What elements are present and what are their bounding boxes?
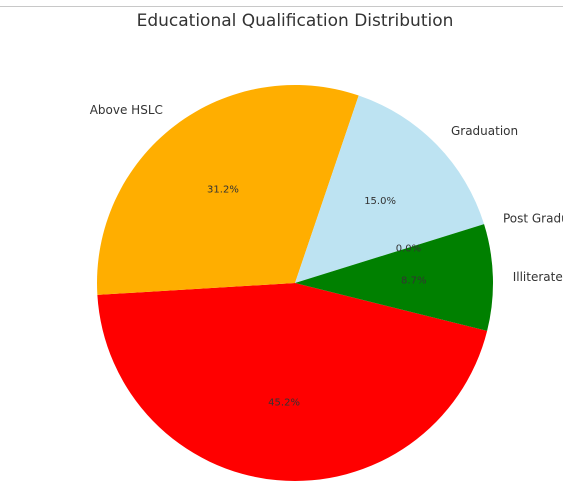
slice-label-above-hslc: Above HSLC <box>90 103 163 117</box>
pct-label-illiterate: 8.7% <box>401 276 426 287</box>
pct-label-above-hslc: 31.2% <box>207 185 239 196</box>
slice-label-post-graduation: Post Graduation <box>503 211 563 225</box>
pct-label-below-hslc: 45.2% <box>268 397 300 408</box>
pie-slice-graduation <box>295 95 485 283</box>
top-divider <box>0 6 563 7</box>
chart-title: Educational Qualification Distribution <box>137 11 454 31</box>
pie-slice-illiterate <box>295 224 493 331</box>
pct-label-graduation: 15.0% <box>364 196 396 207</box>
pie-labels: Below HSLC45.2%Above HSLC31.2%Graduation… <box>90 103 563 408</box>
slice-label-illiterate: Illiterate <box>513 270 563 284</box>
pct-label-post-graduation: 0.0% <box>396 244 421 255</box>
pie-slice-above-hslc <box>97 85 359 295</box>
slice-label-graduation: Graduation <box>451 124 518 138</box>
pie-slices <box>97 85 493 482</box>
pie-slice-below-hslc <box>97 283 488 482</box>
